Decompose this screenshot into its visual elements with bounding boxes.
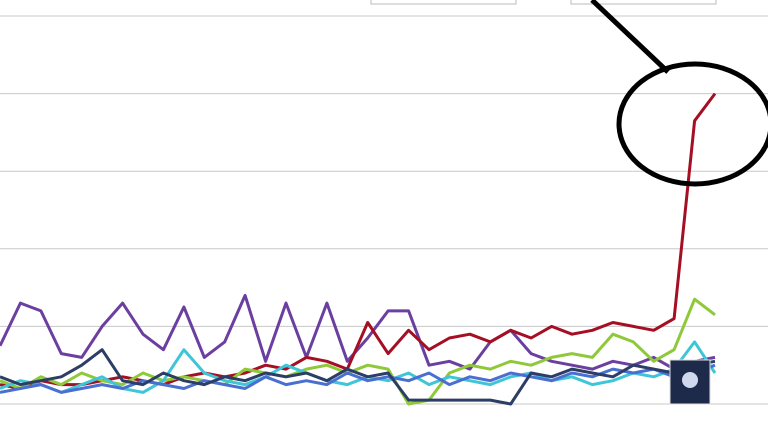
control-box [370, 0, 517, 5]
thumbnail-icon [669, 359, 711, 405]
series-line [0, 297, 716, 406]
series-line [0, 293, 716, 371]
control-box [570, 0, 717, 5]
annotation-circle [616, 61, 768, 187]
series-line [0, 363, 716, 394]
lines [0, 92, 717, 406]
annotation-arrow [590, 0, 670, 74]
series-line [0, 348, 716, 406]
thumbnail-figure [682, 372, 698, 388]
